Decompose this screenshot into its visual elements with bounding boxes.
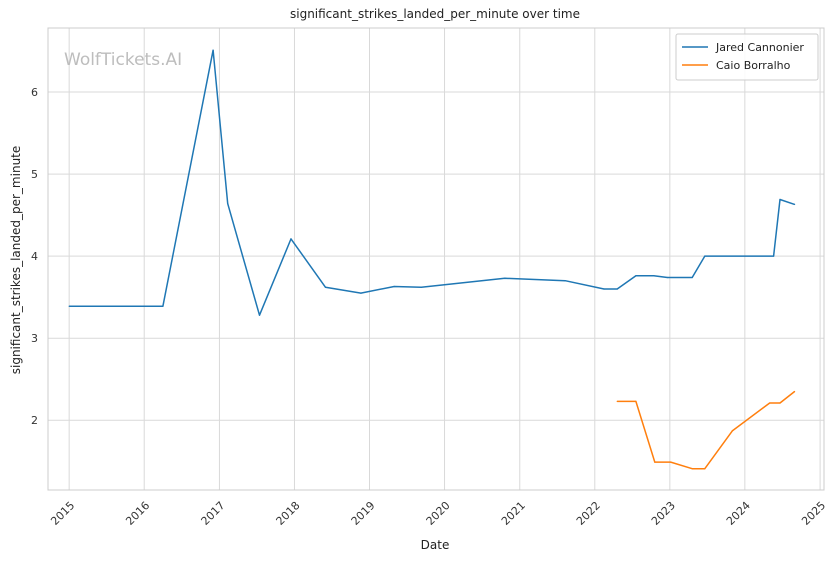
data-point (393, 285, 395, 288)
data-point (324, 286, 327, 288)
series-layer (68, 49, 796, 470)
data-point (616, 400, 618, 402)
series-line-1 (69, 49, 795, 316)
y-tick-label: 6 (31, 86, 38, 99)
y-tick-label: 4 (31, 250, 38, 263)
data-point (779, 402, 781, 404)
data-point (654, 461, 656, 463)
data-point (360, 292, 362, 294)
data-point (635, 400, 637, 402)
legend-label: Jared Cannonier (715, 41, 804, 54)
y-tick-labels: 2 3 4 5 6 (31, 86, 38, 427)
data-point (227, 203, 229, 205)
data-point (653, 275, 655, 277)
chart-title: significant_strikes_landed_per_minute ov… (290, 7, 580, 21)
x-axis-title: Date (421, 538, 450, 552)
data-point (603, 288, 605, 290)
y-tick-label: 5 (31, 168, 38, 181)
data-point (258, 314, 261, 316)
data-point (691, 276, 693, 279)
data-point (779, 198, 781, 201)
data-point (704, 255, 706, 257)
y-axis-title: significant_strikes_landed_per_minute (9, 146, 23, 375)
data-point (162, 305, 164, 307)
legend-box (675, 33, 819, 81)
watermark: WolfTickets.AI (64, 50, 182, 70)
data-point (769, 402, 771, 404)
data-point (616, 288, 618, 290)
series-line-2 (617, 390, 796, 470)
data-point (504, 277, 506, 279)
data-point (670, 461, 672, 463)
data-point (731, 430, 733, 432)
y-tick-label: 3 (31, 332, 38, 345)
data-point (212, 49, 214, 51)
data-point (794, 203, 796, 205)
legend-label: Caio Borralho (716, 59, 791, 72)
data-point (68, 305, 70, 307)
horizontal-gridlines (48, 91, 824, 421)
vertical-gridlines (68, 28, 821, 490)
data-point (564, 280, 566, 282)
data-point (704, 468, 706, 470)
data-point (290, 238, 292, 240)
data-point (794, 390, 796, 393)
legend: Jared Cannonier Caio Borralho (675, 33, 819, 81)
plot-area-frame (47, 27, 825, 491)
data-point (635, 275, 637, 277)
data-point (691, 468, 693, 470)
data-point (666, 276, 669, 279)
y-tick-label: 2 (31, 414, 38, 427)
data-point (420, 286, 422, 288)
data-point (773, 255, 775, 257)
